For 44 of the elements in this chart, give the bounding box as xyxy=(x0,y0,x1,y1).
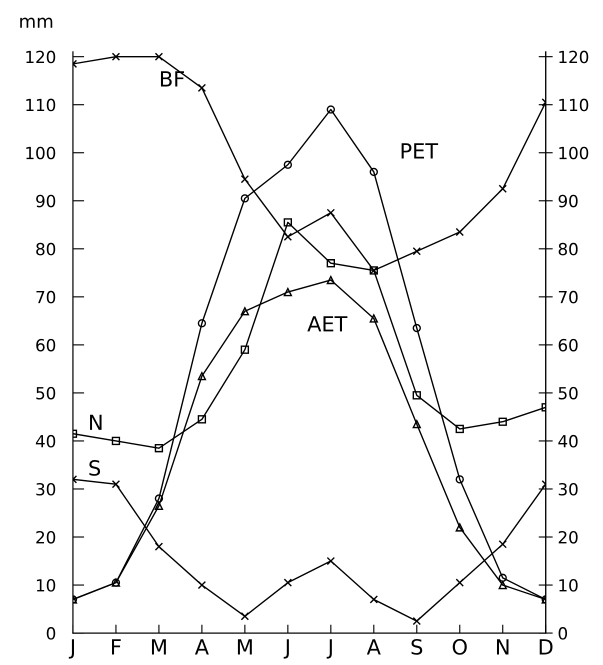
series-label: AET xyxy=(307,316,348,332)
x-tick-label: J xyxy=(68,639,74,659)
y2-tick-label: 70 xyxy=(558,290,578,304)
x-tick-label: M xyxy=(152,639,166,654)
y-axis-title: mm xyxy=(20,18,52,28)
x-tick-label: J xyxy=(326,639,332,659)
x-tick-label: M xyxy=(238,639,252,654)
y-tick-label: 60 xyxy=(36,338,56,352)
y-tick-label: 20 xyxy=(36,530,56,544)
y-tick-label: 10 xyxy=(36,579,56,592)
y2-tick-label: 100 xyxy=(559,146,588,160)
y-tick-label: 120 xyxy=(26,50,56,64)
y2-tick-label: 60 xyxy=(558,338,578,352)
y2-tick-label: 50 xyxy=(558,386,578,400)
y-tick-label: 40 xyxy=(36,434,56,448)
y2-tick-label: 0 xyxy=(558,627,568,640)
x-tick-label: F xyxy=(112,639,121,654)
series-label: PET xyxy=(402,143,438,158)
x-tick-label: A xyxy=(366,639,381,654)
y2-tick-label: 90 xyxy=(558,194,578,208)
x-tick-label: S xyxy=(412,639,422,655)
y2-tick-label: 80 xyxy=(558,242,578,256)
y2-tick-label: 120 xyxy=(559,50,588,64)
x-tick-label: J xyxy=(284,639,289,659)
y-tick-label: 70 xyxy=(36,290,56,304)
x-tick-label: D xyxy=(540,639,553,654)
y-tick-label: 90 xyxy=(36,194,56,208)
y2-tick-label: 10 xyxy=(559,579,578,592)
series-label: N xyxy=(90,414,102,430)
y-tick-label: 30 xyxy=(36,482,56,496)
y2-tick-label: 20 xyxy=(558,530,578,544)
series-label: BF xyxy=(160,71,184,86)
x-tick-label: N xyxy=(496,639,508,654)
x-tick-label: A xyxy=(194,639,209,654)
y2-tick-label: 40 xyxy=(558,434,578,448)
y2-tick-label: 110 xyxy=(559,98,588,112)
series-label: S xyxy=(89,460,100,476)
y-tick-label: 50 xyxy=(36,386,56,400)
y-tick-label: 100 xyxy=(26,146,56,160)
y-tick-label: 0 xyxy=(46,627,56,640)
y-tick-label: 80 xyxy=(36,242,56,256)
x-tick-label: O xyxy=(452,639,467,655)
y2-tick-label: 30 xyxy=(558,482,578,496)
y-tick-label: 110 xyxy=(26,98,56,112)
